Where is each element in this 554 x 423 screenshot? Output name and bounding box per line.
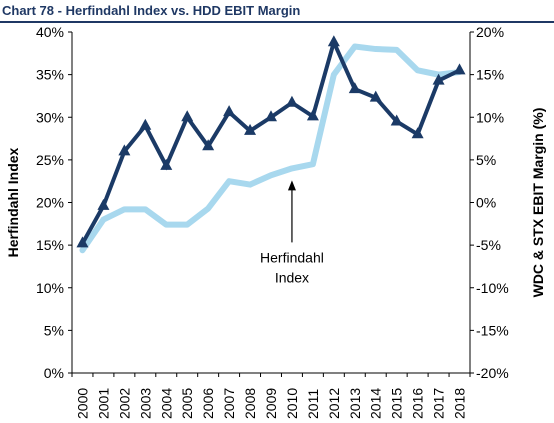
x-tick-label: 2015 <box>389 388 405 419</box>
ebit-margin-marker <box>348 82 361 94</box>
right-tick-label: 15% <box>476 67 504 83</box>
x-tick-label: 2011 <box>305 389 321 419</box>
axes <box>71 32 471 374</box>
ebit-margin-marker <box>369 90 382 102</box>
right-tick-label: 5% <box>476 152 496 168</box>
left-axis-label: Herfindahl Index <box>5 147 21 257</box>
left-axis-ticks: 0% 5% 10% 15% 20% 25% 30% 35% 40% <box>36 24 72 381</box>
right-tick-label: 0% <box>476 195 496 211</box>
ebit-margin-line <box>80 36 461 245</box>
x-tick-label: 2018 <box>452 388 468 419</box>
right-tick-label: -20% <box>476 365 509 381</box>
right-tick-label: -5% <box>476 237 501 253</box>
ebit-margin-marker <box>76 236 89 248</box>
ebit-margin-marker <box>244 123 257 135</box>
left-tick-label: 5% <box>44 322 64 338</box>
left-tick-label: 20% <box>36 195 64 211</box>
ebit-margin-marker <box>160 158 173 170</box>
series-group <box>76 35 466 254</box>
x-tick-label: 2006 <box>200 388 216 419</box>
left-tick-label: 10% <box>36 280 64 296</box>
right-axis-ticks: -20% -15% -10% -5% 0% 5% 10% 15% 20% <box>470 24 509 381</box>
ebit-margin-marker <box>223 105 236 117</box>
x-tick-label: 2013 <box>347 388 363 419</box>
ebit-margin-marker <box>285 95 298 107</box>
x-tick-label: 2003 <box>137 388 153 419</box>
ebit-margin-marker <box>327 35 340 47</box>
annotation-text-line1: Herfindahl <box>260 249 324 265</box>
ebit-margin-marker <box>432 73 445 85</box>
x-tick-label: 2012 <box>326 388 342 419</box>
annotation: Herfindahl Index <box>260 180 324 285</box>
x-tick-label: 2007 <box>221 388 237 419</box>
right-tick-label: 10% <box>476 109 504 125</box>
x-tick-label: 2010 <box>284 388 300 419</box>
herfindahl-line <box>79 43 463 254</box>
annotation-arrowhead <box>287 180 296 191</box>
x-tick-label: 2008 <box>242 388 258 419</box>
chart-title-bar: Chart 78 - Herfindahl Index vs. HDD EBIT… <box>0 0 554 23</box>
ebit-margin-marker <box>97 198 110 210</box>
ebit-margin-marker <box>118 144 131 156</box>
x-tick-label: 2001 <box>95 388 111 419</box>
ebit-margin-marker <box>202 139 215 151</box>
title-underline <box>0 21 554 23</box>
ebit-margin-marker <box>411 127 424 139</box>
right-tick-label: 20% <box>476 24 504 40</box>
right-tick-label: -15% <box>476 322 509 338</box>
ebit-margin-marker <box>453 63 466 75</box>
left-tick-label: 30% <box>36 109 64 125</box>
left-tick-label: 25% <box>36 152 64 168</box>
x-tick-label: 2014 <box>368 388 384 419</box>
x-tick-label: 2000 <box>74 388 90 419</box>
ebit-margin-marker <box>265 110 277 122</box>
right-axis-label: WDC & STX EBIT Margin (%) <box>530 108 546 298</box>
x-tick-label: 2002 <box>116 388 132 419</box>
right-tick-label: -10% <box>476 280 509 296</box>
left-tick-label: 40% <box>36 24 64 40</box>
left-tick-label: 15% <box>36 237 64 253</box>
ebit-margin-marker <box>390 114 403 126</box>
x-tick-label: 2009 <box>263 388 279 419</box>
ebit-margin-marker <box>139 118 152 130</box>
annotation-text-line2: Index <box>275 269 309 285</box>
ebit-margin-marker <box>306 109 319 121</box>
ebit-margin-marker <box>181 110 194 122</box>
left-tick-label: 35% <box>36 67 64 83</box>
chart-title: Chart 78 - Herfindahl Index vs. HDD EBIT… <box>2 3 301 18</box>
x-tick-label: 2016 <box>410 388 426 419</box>
x-tick-label: 2017 <box>431 388 447 419</box>
x-axis-ticks: 2000 2001 2002 2003 2004 2005 2006 2007 2008 2009… <box>71 373 471 419</box>
left-tick-label: 0% <box>44 365 64 381</box>
x-tick-label: 2004 <box>158 388 174 419</box>
x-tick-label: 2005 <box>179 388 195 419</box>
